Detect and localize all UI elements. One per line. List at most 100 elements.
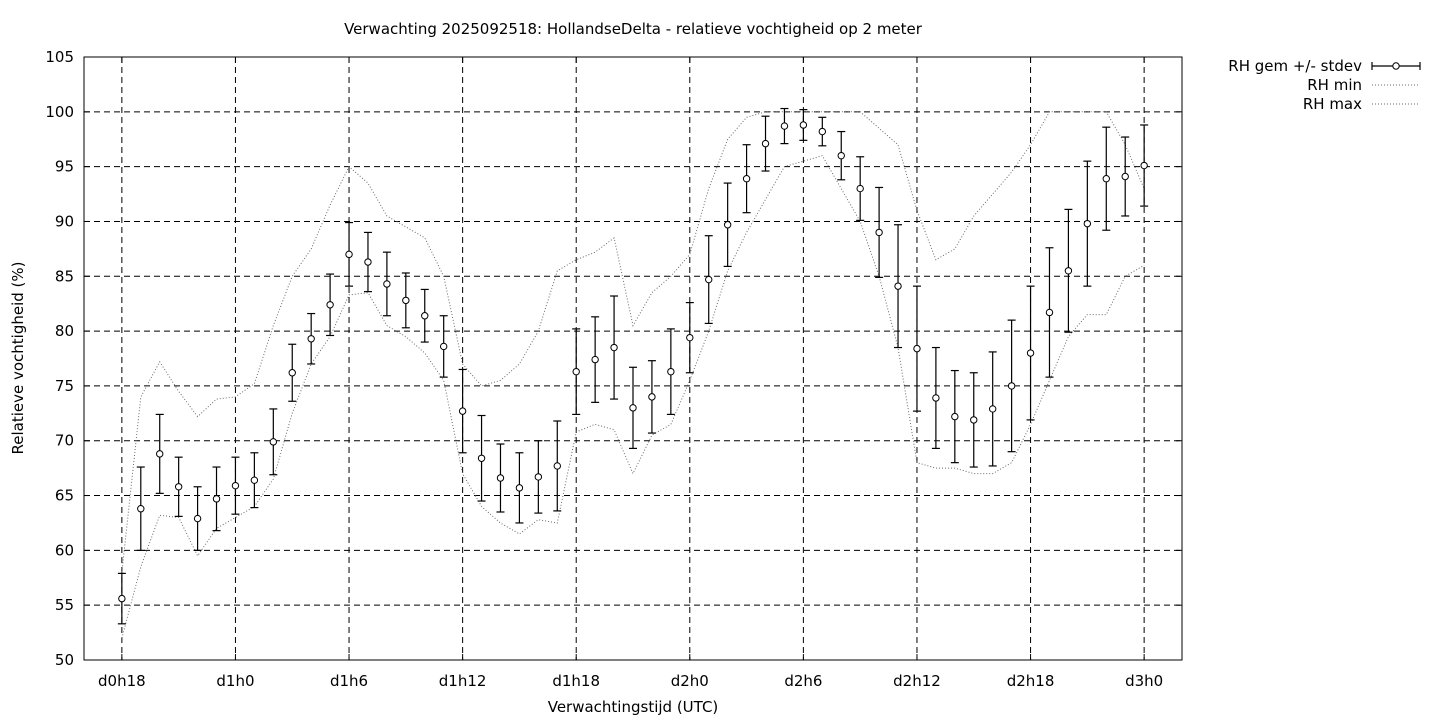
y-tick-label: 100 <box>45 103 74 121</box>
data-point <box>212 466 221 532</box>
point-marker <box>761 139 770 148</box>
data-point <box>894 224 903 349</box>
x-tick-label: d1h12 <box>439 672 487 690</box>
data-point <box>269 408 278 476</box>
x-axis-label: Verwachtingstijd (UTC) <box>548 698 719 716</box>
point-marker <box>970 416 978 424</box>
point-marker <box>705 275 713 284</box>
data-point <box>288 343 297 402</box>
point-marker <box>988 405 997 413</box>
point-marker <box>496 474 505 482</box>
series-layer <box>117 107 1149 639</box>
point-marker <box>1026 349 1035 357</box>
point-marker <box>1064 267 1073 275</box>
point-marker <box>667 367 675 376</box>
data-point <box>610 295 619 400</box>
data-point <box>1121 136 1130 217</box>
data-point <box>912 285 921 412</box>
data-point <box>420 288 429 343</box>
data-point <box>382 251 391 317</box>
point-marker <box>1045 308 1054 317</box>
point-marker <box>515 484 524 492</box>
y-tick-label: 105 <box>45 48 74 66</box>
point-marker <box>610 343 618 352</box>
data-point <box>136 466 145 551</box>
x-tick-label: d2h0 <box>671 672 709 690</box>
data-point <box>193 486 202 551</box>
point-marker <box>156 450 164 458</box>
data-point <box>250 452 259 509</box>
point-marker <box>856 184 864 193</box>
data-point <box>818 116 827 147</box>
legend-item: RH max <box>1303 95 1420 113</box>
data-point <box>231 456 240 515</box>
point-marker <box>742 174 751 183</box>
data-point <box>988 351 997 467</box>
y-tick-label: 65 <box>55 487 74 505</box>
point-marker <box>951 412 959 421</box>
x-axis: d0h18 d1h0 d1h6 d1h12 d1h18 d2h0 d2h6 d2h12 d2h1… <box>98 57 1163 690</box>
point-marker <box>629 404 637 412</box>
point-marker <box>837 151 845 160</box>
legend-label: RH max <box>1303 95 1362 113</box>
data-point <box>174 456 183 517</box>
data-point <box>931 346 940 450</box>
data-point <box>591 316 600 403</box>
data-point <box>704 235 713 325</box>
data-point <box>326 273 335 337</box>
data-point <box>799 109 808 141</box>
point-marker <box>288 369 296 377</box>
data-point <box>1045 247 1054 378</box>
point-marker <box>326 301 334 309</box>
data-point <box>496 443 505 513</box>
point-marker <box>932 394 940 402</box>
data-point <box>969 372 978 468</box>
plot-frame <box>83 56 1183 661</box>
point-marker <box>212 495 221 503</box>
grid <box>84 57 1182 660</box>
legend-label: RH gem +/- stdev <box>1228 57 1362 75</box>
x-tick-label: d2h12 <box>893 672 941 690</box>
data-point <box>1064 208 1073 333</box>
point-marker <box>137 505 145 513</box>
point-marker <box>894 282 902 290</box>
data-point <box>534 440 543 514</box>
data-point <box>875 186 884 278</box>
point-marker <box>875 228 883 237</box>
series-line-rh-max <box>121 111 1145 573</box>
point-marker <box>799 121 808 129</box>
data-point <box>837 130 846 181</box>
y-tick-label: 85 <box>55 267 74 285</box>
data-point <box>155 413 164 494</box>
x-tick-label: d2h6 <box>784 672 822 690</box>
point-marker <box>118 594 126 603</box>
y-tick-label: 60 <box>55 541 74 559</box>
data-point <box>856 156 865 221</box>
point-marker <box>477 454 486 462</box>
y-tick-label: 80 <box>55 322 74 340</box>
y-tick-label: 50 <box>55 651 74 669</box>
legend-item: RH gem +/- stdev <box>1228 57 1421 75</box>
x-tick-label: d1h0 <box>216 672 254 690</box>
data-point <box>950 369 959 464</box>
data-point <box>1026 285 1035 421</box>
data-point <box>685 301 694 374</box>
chart-title: Verwachting 2025092518: HollandseDelta -… <box>344 20 923 38</box>
y-tick-label: 70 <box>55 432 74 450</box>
point-marker <box>402 296 410 305</box>
point-marker <box>250 476 259 484</box>
y-axis: 50 55 60 65 70 75 80 85 90 95 100 105 <box>45 48 1182 669</box>
point-marker <box>345 250 353 259</box>
data-point <box>439 315 448 378</box>
data-point <box>458 368 467 454</box>
point-marker <box>780 122 789 130</box>
point-marker <box>193 514 202 523</box>
legend-swatch-marker <box>1392 62 1400 70</box>
point-marker <box>439 342 448 351</box>
point-marker <box>818 127 827 136</box>
data-point <box>1007 319 1016 453</box>
point-marker <box>913 344 921 353</box>
point-marker <box>458 407 467 415</box>
